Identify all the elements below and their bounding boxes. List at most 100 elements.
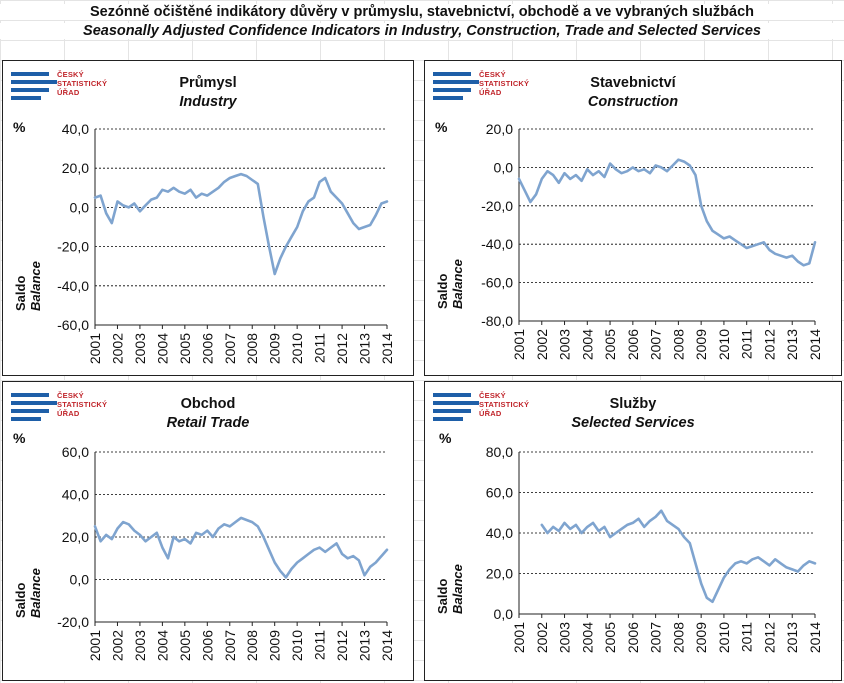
x-tick-label: 2010 bbox=[716, 622, 732, 653]
csu-logo: ČESKÝ STATISTICKÝ ÚŘAD bbox=[433, 389, 543, 423]
chart-title: Služby bbox=[609, 396, 657, 412]
y-tick-label: -80,0 bbox=[481, 313, 513, 329]
logo-text: STATISTICKÝ bbox=[479, 79, 530, 88]
y-tick-label: 20,0 bbox=[486, 121, 513, 137]
y-tick-label: 40,0 bbox=[62, 121, 89, 137]
y-tick-label: -40,0 bbox=[57, 278, 89, 294]
logo-bar bbox=[11, 72, 49, 76]
logo-text: ÚŘAD bbox=[479, 88, 502, 97]
x-tick-label: 2004 bbox=[154, 630, 170, 661]
y-tick-label: -60,0 bbox=[481, 275, 513, 291]
x-tick-label: 2009 bbox=[267, 630, 283, 661]
y-tick-label: 20,0 bbox=[62, 529, 89, 545]
x-tick-label: 2001 bbox=[87, 333, 103, 364]
x-tick-label: 2005 bbox=[602, 622, 618, 653]
chart-panel-construction: ČESKÝ STATISTICKÝ ÚŘAD Stavebnictví Construc… bbox=[424, 60, 842, 376]
chart-title: Průmysl bbox=[179, 75, 237, 91]
x-tick-label: 2009 bbox=[693, 329, 709, 360]
x-tick-label: 2002 bbox=[109, 333, 125, 364]
y-tick-label: -20,0 bbox=[481, 198, 513, 214]
y-tick-label: 60,0 bbox=[486, 485, 513, 501]
logo-bar bbox=[11, 80, 57, 84]
logo-text: STATISTICKÝ bbox=[57, 79, 108, 88]
csu-logo: ČESKÝ STATISTICKÝ ÚŘAD bbox=[433, 68, 543, 102]
chart-construction: -80,0 -60,0 -40,0 -20,0 0,0 20,0 2001 2002 2003 2… bbox=[481, 121, 823, 360]
logo-bar bbox=[433, 417, 463, 421]
x-tick-label: 2006 bbox=[625, 329, 641, 360]
chart-industry: -60,0 -40,0 -20,0 0,0 20,0 40,0 2001 2002 2003 20… bbox=[57, 121, 395, 364]
page-subtitle: Seasonally Adjusted Confidence Indicator… bbox=[0, 23, 844, 39]
logo-bar bbox=[11, 401, 57, 405]
y-tick-label: 0,0 bbox=[494, 606, 514, 622]
x-tick-label: 2003 bbox=[132, 630, 148, 661]
x-tick-label: 2014 bbox=[379, 333, 395, 364]
chart-subtitle: Industry bbox=[179, 94, 237, 110]
logo-text: ÚŘAD bbox=[57, 88, 80, 97]
x-tick-label: 2014 bbox=[807, 329, 823, 360]
x-tick-label: 2012 bbox=[334, 630, 350, 661]
y-tick-label: 40,0 bbox=[62, 487, 89, 503]
x-tick-label: 2004 bbox=[154, 333, 170, 364]
x-tick-label: 2003 bbox=[557, 622, 573, 653]
unit-label: % bbox=[13, 119, 26, 135]
chart-subtitle: Construction bbox=[587, 94, 679, 110]
logo-bar bbox=[433, 72, 471, 76]
logo-text: ČESKÝ bbox=[57, 391, 84, 400]
x-tick-label: 2014 bbox=[807, 622, 823, 653]
x-tick-label: 2011 bbox=[739, 329, 755, 359]
logo-bar bbox=[11, 88, 49, 92]
csu-logo: ČESKÝ STATISTICKÝ ÚŘAD bbox=[11, 68, 121, 102]
x-tick-label: 2013 bbox=[784, 622, 800, 653]
x-tick-label: 2002 bbox=[534, 329, 550, 360]
x-tick-label: 2004 bbox=[579, 329, 595, 360]
logo-text: ČESKÝ bbox=[479, 70, 506, 79]
logo-text: ČESKÝ bbox=[479, 391, 506, 400]
logo-bar bbox=[11, 96, 41, 100]
x-tick-label: 2009 bbox=[693, 622, 709, 653]
x-tick-label: 2001 bbox=[511, 622, 527, 653]
y-tick-label: 60,0 bbox=[62, 444, 89, 460]
x-tick-label: 2010 bbox=[289, 630, 305, 661]
y-tick-label: 20,0 bbox=[486, 566, 513, 582]
x-tick-label: 2011 bbox=[739, 622, 755, 652]
logo-bar bbox=[433, 393, 471, 397]
y-tick-label: 40,0 bbox=[486, 525, 513, 541]
series-line bbox=[93, 172, 389, 276]
chart-panel-selected-services: ČESKÝ STATISTICKÝ ÚŘAD Služby Selected Servi… bbox=[424, 381, 842, 681]
series-line bbox=[540, 509, 817, 604]
page-title: Sezónně očištěné indikátory důvěry v prů… bbox=[0, 4, 844, 20]
x-tick-label: 2012 bbox=[334, 333, 350, 364]
logo-bar bbox=[433, 401, 479, 405]
logo-bar bbox=[11, 409, 49, 413]
x-tick-label: 2013 bbox=[357, 630, 373, 661]
chart-panel-industry: ČESKÝ STATISTICKÝ ÚŘAD Průmysl Industry% Sald… bbox=[2, 60, 414, 376]
x-tick-label: 2008 bbox=[244, 630, 260, 661]
y-tick-label: 20,0 bbox=[62, 160, 89, 176]
y-tick-label: -20,0 bbox=[57, 239, 89, 255]
logo-text: ČESKÝ bbox=[57, 70, 84, 79]
chart-panel-retail-trade: ČESKÝ STATISTICKÝ ÚŘAD Obchod Retail Trade% S… bbox=[2, 381, 414, 681]
chart-selected-services: 0,0 20,0 40,0 60,0 80,0 2001 2002 2003 2004 2005 2… bbox=[486, 444, 823, 653]
x-tick-label: 2012 bbox=[761, 622, 777, 653]
x-tick-label: 2013 bbox=[357, 333, 373, 364]
logo-bar bbox=[433, 96, 463, 100]
chart-subtitle: Selected Services bbox=[571, 415, 695, 431]
y-tick-label: -40,0 bbox=[481, 236, 513, 252]
unit-label: % bbox=[13, 430, 26, 446]
logo-bar bbox=[433, 88, 471, 92]
logo-text: ÚŘAD bbox=[57, 409, 80, 418]
chart-retail-trade: -20,0 0,0 20,0 40,0 60,0 2001 2002 2003 2004 2005… bbox=[57, 444, 395, 661]
x-tick-label: 2001 bbox=[511, 329, 527, 360]
series-line bbox=[517, 158, 817, 267]
x-tick-label: 2006 bbox=[199, 630, 215, 661]
y-tick-label: 0,0 bbox=[70, 572, 90, 588]
y-tick-label: -20,0 bbox=[57, 614, 89, 630]
unit-label: % bbox=[435, 119, 448, 135]
x-tick-label: 2005 bbox=[177, 333, 193, 364]
x-tick-label: 2004 bbox=[579, 622, 595, 653]
x-tick-label: 2005 bbox=[177, 630, 193, 661]
x-tick-label: 2010 bbox=[716, 329, 732, 360]
y-tick-label: 0,0 bbox=[494, 159, 514, 175]
x-tick-label: 2001 bbox=[87, 630, 103, 661]
x-tick-label: 2008 bbox=[670, 329, 686, 360]
